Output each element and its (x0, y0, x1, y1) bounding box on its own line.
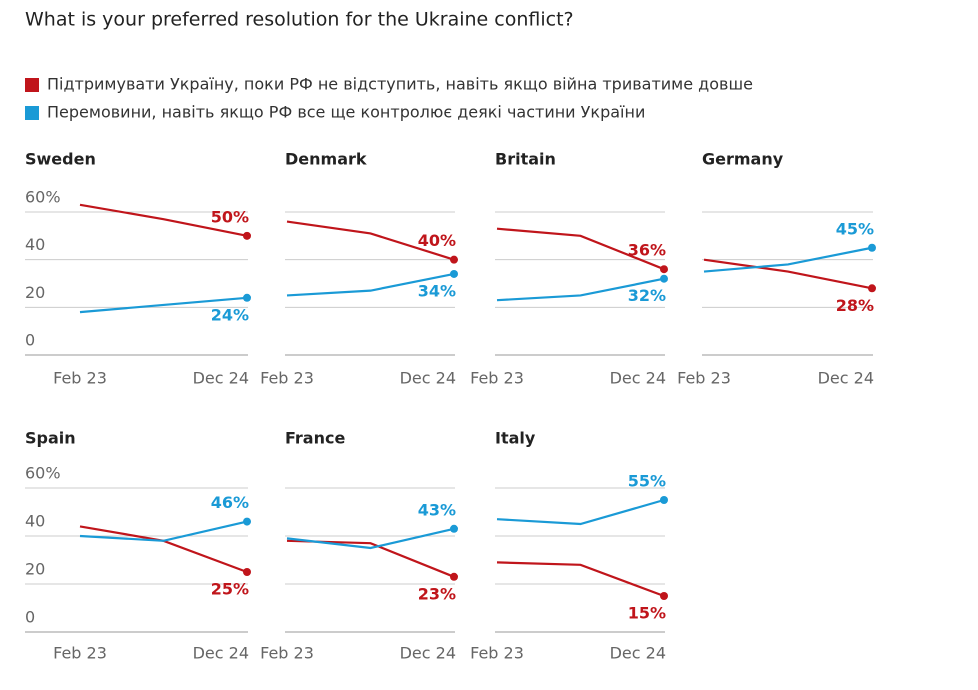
series-line (79, 203, 248, 237)
x-tick-label: Feb 23 (470, 644, 524, 663)
x-tick-label: Dec 24 (400, 369, 456, 388)
value-label: 43% (418, 500, 456, 519)
y-tick-label: 20 (25, 283, 45, 302)
end-point (243, 568, 251, 576)
end-point (450, 572, 458, 581)
series-line (79, 520, 248, 542)
x-tick-label: Feb 23 (470, 369, 524, 388)
panel-title: Sweden (25, 150, 96, 169)
series-line (703, 246, 873, 273)
value-label: 50% (211, 207, 249, 226)
series-line (286, 539, 455, 578)
x-tick-label: Dec 24 (193, 644, 249, 663)
end-point (660, 274, 668, 283)
end-point (868, 284, 876, 293)
end-point (243, 517, 251, 526)
end-point (243, 231, 251, 240)
series-line (496, 277, 665, 302)
value-label: 45% (836, 219, 874, 238)
series-line (496, 498, 665, 526)
value-label: 46% (211, 493, 249, 512)
y-tick-label: 20 (25, 560, 45, 579)
x-tick-label: Dec 24 (610, 644, 666, 663)
chart-title: What is your preferred resolution for th… (25, 9, 574, 31)
panel-title: Italy (495, 429, 536, 448)
x-tick-label: Feb 23 (677, 369, 731, 388)
series-line (286, 527, 455, 550)
value-label: 24% (211, 305, 249, 324)
x-tick-label: Feb 23 (53, 644, 107, 663)
panel-title: France (285, 429, 345, 448)
x-tick-label: Dec 24 (193, 369, 249, 388)
end-point (660, 592, 668, 600)
end-point (450, 255, 458, 264)
value-label: 28% (836, 296, 874, 315)
value-label: 25% (211, 580, 249, 599)
panel-title: Denmark (285, 150, 367, 169)
x-tick-label: Feb 23 (53, 369, 107, 388)
y-tick-label: 60% (25, 188, 61, 207)
x-tick-label: Dec 24 (818, 369, 874, 388)
value-label: 15% (628, 604, 666, 623)
series-line (496, 227, 665, 271)
x-tick-label: Feb 23 (260, 644, 314, 663)
series-line (286, 272, 455, 297)
end-point (243, 293, 251, 302)
y-tick-label: 40 (25, 235, 45, 254)
y-tick-label: 0 (25, 331, 35, 350)
x-tick-label: Dec 24 (610, 369, 666, 388)
value-label: 40% (418, 231, 456, 250)
y-tick-label: 40 (25, 512, 45, 531)
end-point (450, 269, 458, 278)
panel-title: Germany (702, 150, 784, 169)
value-label: 23% (418, 584, 456, 603)
end-point (660, 265, 668, 274)
series-line (286, 220, 455, 261)
panel-title: Britain (495, 150, 556, 169)
value-label: 34% (418, 281, 456, 300)
legend-swatch (25, 78, 39, 92)
panel-title: Spain (25, 429, 76, 448)
y-tick-label: 0 (25, 608, 35, 627)
end-point (868, 243, 876, 252)
series-line (79, 525, 248, 574)
y-tick-label: 60% (25, 464, 61, 483)
value-label: 55% (628, 472, 666, 491)
series-line (496, 561, 665, 598)
legend-label: Перемовини, навіть якщо РФ все ще контро… (47, 103, 645, 122)
legend-swatch (25, 106, 39, 120)
end-point (660, 496, 668, 504)
value-label: 36% (628, 241, 666, 260)
series-line (79, 296, 248, 314)
end-point (450, 524, 458, 533)
x-tick-label: Dec 24 (400, 644, 456, 663)
x-tick-label: Feb 23 (260, 369, 314, 388)
legend-label: Підтримувати Україну, поки РФ не відступ… (47, 75, 753, 94)
value-label: 32% (628, 286, 666, 305)
series-line (703, 258, 873, 290)
